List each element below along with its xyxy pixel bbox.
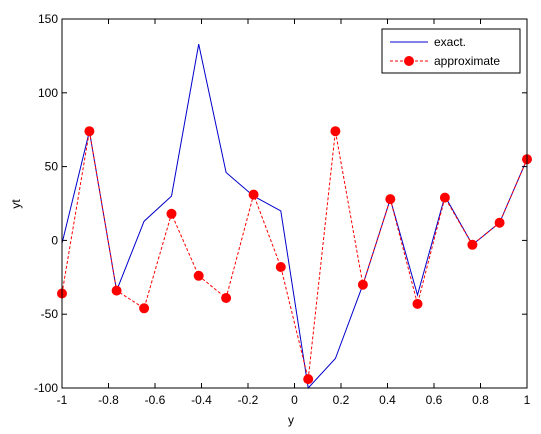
plot-area [57, 43, 532, 390]
data-point [357, 279, 368, 290]
data-point [139, 303, 150, 314]
y-tick-label: 0 [51, 233, 58, 247]
x-tick-label: -1 [57, 393, 68, 407]
data-point [193, 270, 204, 281]
x-tick-label: 0.4 [379, 393, 396, 407]
axes: -1 -0.8 -0.6 -0.4 -0.2 0 0.2 0.4 0.6 0.8 1 -100 -50 0… [34, 12, 531, 407]
data-point [494, 217, 505, 228]
data-point [439, 192, 450, 203]
data-point [330, 126, 341, 137]
data-point [303, 374, 314, 385]
legend-box [381, 28, 521, 74]
legend-label: exact. [434, 35, 466, 49]
series-line-approximate [61, 131, 528, 380]
x-tick-label: -0.2 [238, 393, 259, 407]
data-point [111, 285, 122, 296]
x-tick-label: -0.6 [145, 393, 166, 407]
x-tick-label: -0.8 [98, 393, 119, 407]
legend-label: approximate [434, 54, 500, 68]
data-point [412, 298, 423, 309]
axes-box [61, 18, 528, 389]
x-axis-label: y [288, 413, 294, 427]
y-tick-label: -100 [34, 381, 58, 395]
y-tick-label: 50 [45, 160, 59, 174]
x-tick-label: 0.8 [472, 393, 489, 407]
y-tick-label: 150 [38, 12, 58, 26]
data-point [385, 194, 396, 205]
y-tick-label: -50 [41, 307, 59, 321]
legend: exact. approximate [381, 28, 521, 74]
data-point [248, 189, 259, 200]
x-tick-label: 0 [291, 393, 298, 407]
y-axis-label: yt [9, 199, 23, 209]
data-point [84, 126, 95, 137]
data-point [275, 262, 286, 272]
data-point [166, 208, 177, 219]
x-tick-label: -0.4 [191, 393, 212, 407]
data-point [221, 293, 232, 303]
series-line-exact [61, 43, 528, 390]
x-tick-label: 0.6 [426, 393, 443, 407]
x-tick-label: 1 [524, 393, 531, 407]
legend-marker [404, 56, 414, 66]
x-tick-label: 0.2 [333, 393, 350, 407]
y-tick-label: 100 [38, 86, 58, 100]
data-point [467, 239, 478, 250]
